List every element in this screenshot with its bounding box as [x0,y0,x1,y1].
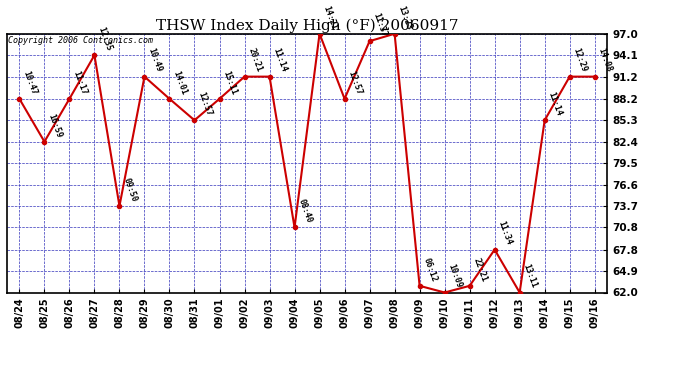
Text: 06:12: 06:12 [422,256,438,283]
Text: 13:11: 13:11 [522,263,538,290]
Text: Copyright 2006 Contronics.com: Copyright 2006 Contronics.com [8,36,153,45]
Text: 08:40: 08:40 [296,198,313,225]
Text: 12:57: 12:57 [196,91,213,117]
Text: 14:21: 14:21 [322,4,338,31]
Text: 13:23: 13:23 [396,4,413,31]
Text: 11:14: 11:14 [546,91,564,117]
Text: 11:14: 11:14 [271,47,288,74]
Text: 11:17: 11:17 [71,69,88,96]
Text: 15:11: 15:11 [221,69,238,96]
Text: 16:59: 16:59 [46,112,63,139]
Text: 10:49: 10:49 [146,47,164,74]
Text: 20:21: 20:21 [246,47,264,74]
Text: 10:09: 10:09 [446,263,464,290]
Text: 11:37: 11:37 [371,12,388,38]
Title: THSW Index Daily High (°F) 20060917: THSW Index Daily High (°F) 20060917 [156,18,458,33]
Text: 12:35: 12:35 [96,26,113,52]
Text: 11:34: 11:34 [496,220,513,247]
Text: 10:47: 10:47 [21,69,38,96]
Text: 14:08: 14:08 [596,47,613,74]
Text: 12:57: 12:57 [346,69,364,96]
Text: 14:01: 14:01 [171,69,188,96]
Text: 12:29: 12:29 [571,47,589,74]
Text: 22:21: 22:21 [471,256,489,283]
Text: 09:50: 09:50 [121,177,138,203]
